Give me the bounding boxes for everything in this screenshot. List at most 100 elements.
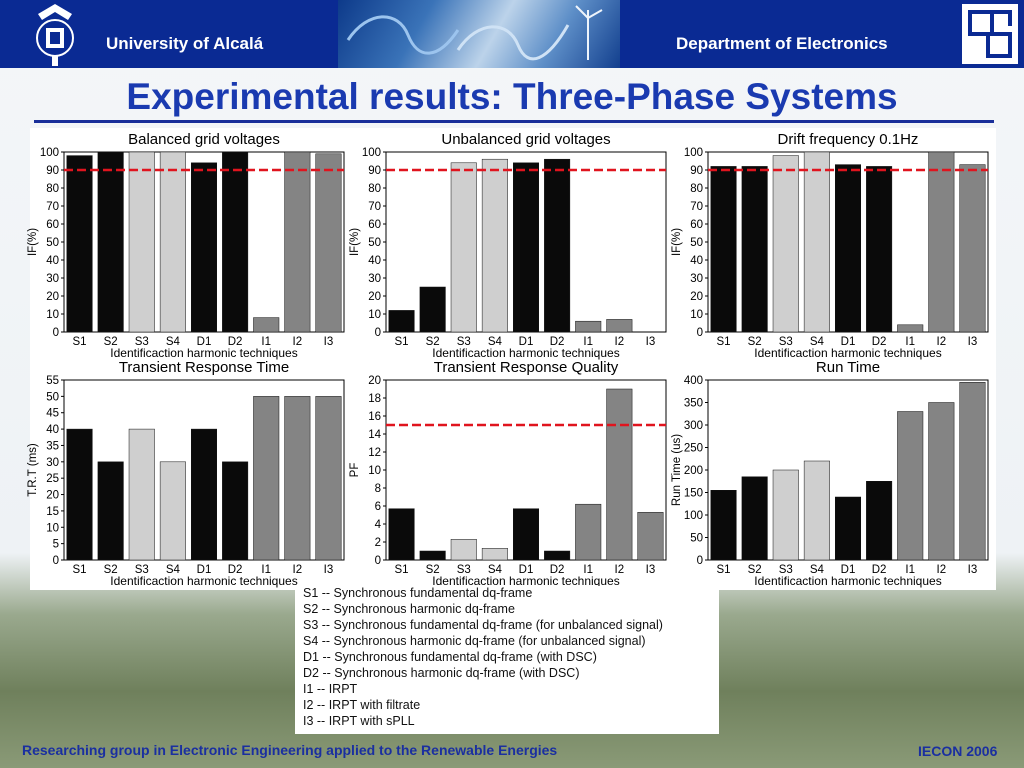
x-tick-label: I2	[615, 336, 625, 348]
y-tick-label: 20	[46, 490, 59, 502]
y-tick-label: 5	[53, 539, 59, 551]
x-tick-label: S2	[748, 564, 762, 576]
x-tick-label: I3	[324, 336, 334, 348]
y-tick-label: 40	[690, 255, 703, 267]
x-tick-label: S2	[748, 336, 762, 348]
x-tick-label: S2	[426, 564, 440, 576]
chart-title: Balanced grid voltages	[128, 131, 280, 148]
y-tick-label: 70	[368, 201, 381, 213]
bar	[284, 151, 311, 333]
y-tick-label: 30	[368, 273, 381, 285]
y-tick-label: 0	[375, 327, 381, 339]
x-tick-label: D1	[841, 564, 856, 576]
bar	[97, 151, 124, 333]
y-tick-label: 90	[690, 165, 703, 177]
x-tick-label: I1	[905, 336, 915, 348]
y-tick-label: 80	[368, 183, 381, 195]
bar	[834, 496, 862, 561]
y-tick-label: 14	[368, 429, 381, 441]
x-tick-label: S1	[717, 564, 731, 576]
y-tick-label: 250	[684, 443, 703, 455]
y-tick-label: 10	[46, 309, 59, 321]
x-tick-label: D2	[550, 336, 565, 348]
bar	[544, 550, 571, 561]
y-tick-label: 40	[46, 424, 59, 436]
legend-item: S2 -- Synchronous harmonic dq-frame	[303, 602, 515, 616]
x-tick-label: I3	[968, 564, 978, 576]
y-tick-label: 40	[46, 255, 59, 267]
x-tick-label: I3	[646, 564, 656, 576]
x-tick-label: D1	[519, 336, 534, 348]
y-tick-label: 100	[684, 510, 703, 522]
y-tick-label: 50	[690, 533, 703, 545]
y-tick-label: 0	[53, 555, 59, 567]
y-tick-label: 90	[46, 165, 59, 177]
chart-drift-frequency: Drift frequency 0.1Hz 0 10 20 30 40 50 60 70 80 90…	[671, 131, 989, 360]
y-tick-label: 15	[46, 506, 59, 518]
x-tick-label: S1	[717, 336, 731, 348]
bar	[741, 476, 768, 561]
legend-item: I1 -- IRPT	[303, 682, 358, 696]
bar	[222, 461, 249, 561]
x-axis-label: Identificaction harmonic techniques	[432, 574, 619, 588]
legend-item: D2 -- Synchronous harmonic dq-frame (wit…	[303, 666, 580, 680]
x-tick-label: S2	[104, 564, 118, 576]
bar	[544, 158, 571, 333]
technique-legend: S1 -- Synchronous fundamental dq-frame S…	[295, 586, 719, 734]
x-tick-label: S1	[73, 564, 87, 576]
x-tick-label: I2	[293, 564, 303, 576]
x-tick-label: D1	[519, 564, 534, 576]
x-tick-label: D2	[872, 564, 887, 576]
x-tick-label: I2	[615, 564, 625, 576]
bar	[803, 151, 830, 333]
bar	[419, 286, 446, 333]
bar	[512, 508, 540, 561]
x-tick-label: I2	[937, 564, 947, 576]
y-tick-label: 45	[46, 408, 59, 420]
y-tick-label: 12	[368, 447, 381, 459]
y-tick-label: 8	[375, 483, 381, 495]
y-tick-label: 20	[368, 291, 381, 303]
bar	[637, 512, 664, 561]
x-tick-label: S1	[73, 336, 87, 348]
x-tick-label: I1	[583, 336, 593, 348]
x-tick-label: S4	[166, 564, 181, 576]
y-tick-label: 80	[46, 183, 59, 195]
x-tick-label: S3	[457, 336, 471, 348]
university-crest-icon	[36, 4, 74, 66]
y-tick-label: 0	[697, 555, 703, 567]
x-tick-label: S4	[166, 336, 181, 348]
y-axis-label: IF(%)	[27, 228, 39, 256]
bar	[959, 382, 986, 561]
x-tick-label: I1	[261, 336, 271, 348]
y-tick-label: 150	[684, 488, 703, 500]
x-axis-label: Identificaction harmonic techniques	[754, 574, 941, 588]
bar	[128, 428, 155, 561]
y-tick-label: 60	[690, 219, 703, 231]
x-tick-label: D1	[841, 336, 856, 348]
x-tick-label: I2	[293, 336, 303, 348]
bar	[606, 388, 633, 561]
x-tick-label: I2	[937, 336, 947, 348]
y-tick-label: 70	[46, 201, 59, 213]
y-tick-label: 35	[46, 440, 59, 452]
y-tick-label: 20	[368, 375, 381, 387]
bar	[512, 162, 540, 333]
chart-title: Transient Response Time	[119, 359, 289, 376]
x-tick-label: S3	[457, 564, 471, 576]
bar	[388, 508, 415, 561]
bar	[575, 503, 602, 561]
bar	[959, 164, 986, 333]
chart-title: Run Time	[816, 359, 880, 376]
title-underline	[34, 120, 994, 123]
y-tick-label: 2	[375, 537, 381, 549]
bar	[159, 151, 186, 333]
x-tick-label: D2	[550, 564, 565, 576]
bar	[315, 153, 342, 333]
y-tick-label: 60	[368, 219, 381, 231]
x-axis-label: Identificaction harmonic techniques	[432, 346, 619, 360]
x-tick-label: D2	[228, 564, 243, 576]
y-axis-label: T.R.T (ms)	[27, 443, 39, 497]
bar	[315, 396, 342, 561]
legend-item: S4 -- Synchronous harmonic dq-frame (for…	[303, 634, 646, 648]
